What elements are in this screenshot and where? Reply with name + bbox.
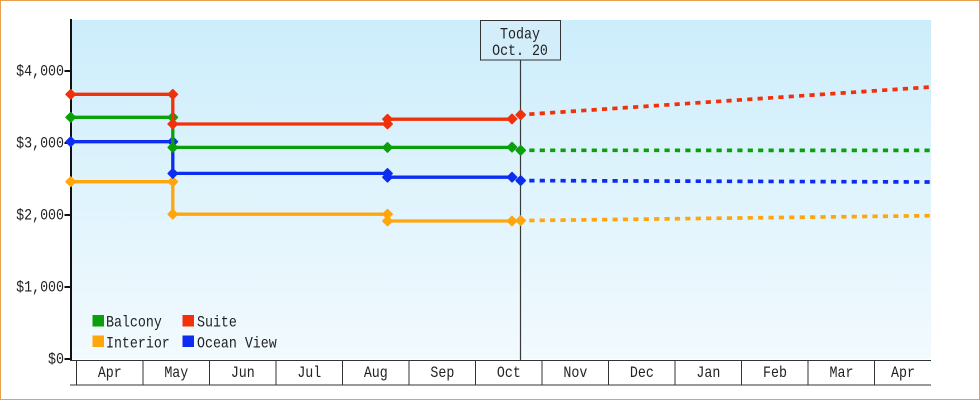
svg-text:$2,000: $2,000 — [16, 208, 64, 225]
svg-text:Mar: Mar — [830, 365, 854, 382]
svg-text:Balcony: Balcony — [106, 314, 162, 331]
svg-text:Dec: Dec — [630, 365, 654, 382]
svg-text:$4,000: $4,000 — [16, 64, 64, 81]
svg-text:May: May — [164, 365, 188, 382]
svg-text:Today: Today — [500, 27, 540, 44]
svg-text:Feb: Feb — [763, 365, 787, 382]
svg-text:Jul: Jul — [297, 365, 321, 382]
svg-text:Jan: Jan — [696, 365, 720, 382]
svg-text:Interior: Interior — [106, 335, 170, 352]
svg-text:Apr: Apr — [98, 365, 122, 382]
svg-text:Jun: Jun — [231, 365, 255, 382]
svg-text:Oct. 20: Oct. 20 — [492, 43, 548, 60]
svg-text:Aug: Aug — [364, 365, 388, 382]
svg-text:$1,000: $1,000 — [16, 280, 64, 297]
svg-text:Oct: Oct — [497, 365, 521, 382]
svg-text:Ocean View: Ocean View — [197, 335, 277, 352]
svg-text:Nov: Nov — [563, 365, 587, 382]
svg-text:Apr: Apr — [891, 365, 915, 382]
svg-text:Sep: Sep — [430, 365, 454, 382]
svg-text:Suite: Suite — [197, 314, 237, 331]
svg-text:$3,000: $3,000 — [16, 136, 64, 153]
svg-text:$0: $0 — [48, 352, 64, 369]
